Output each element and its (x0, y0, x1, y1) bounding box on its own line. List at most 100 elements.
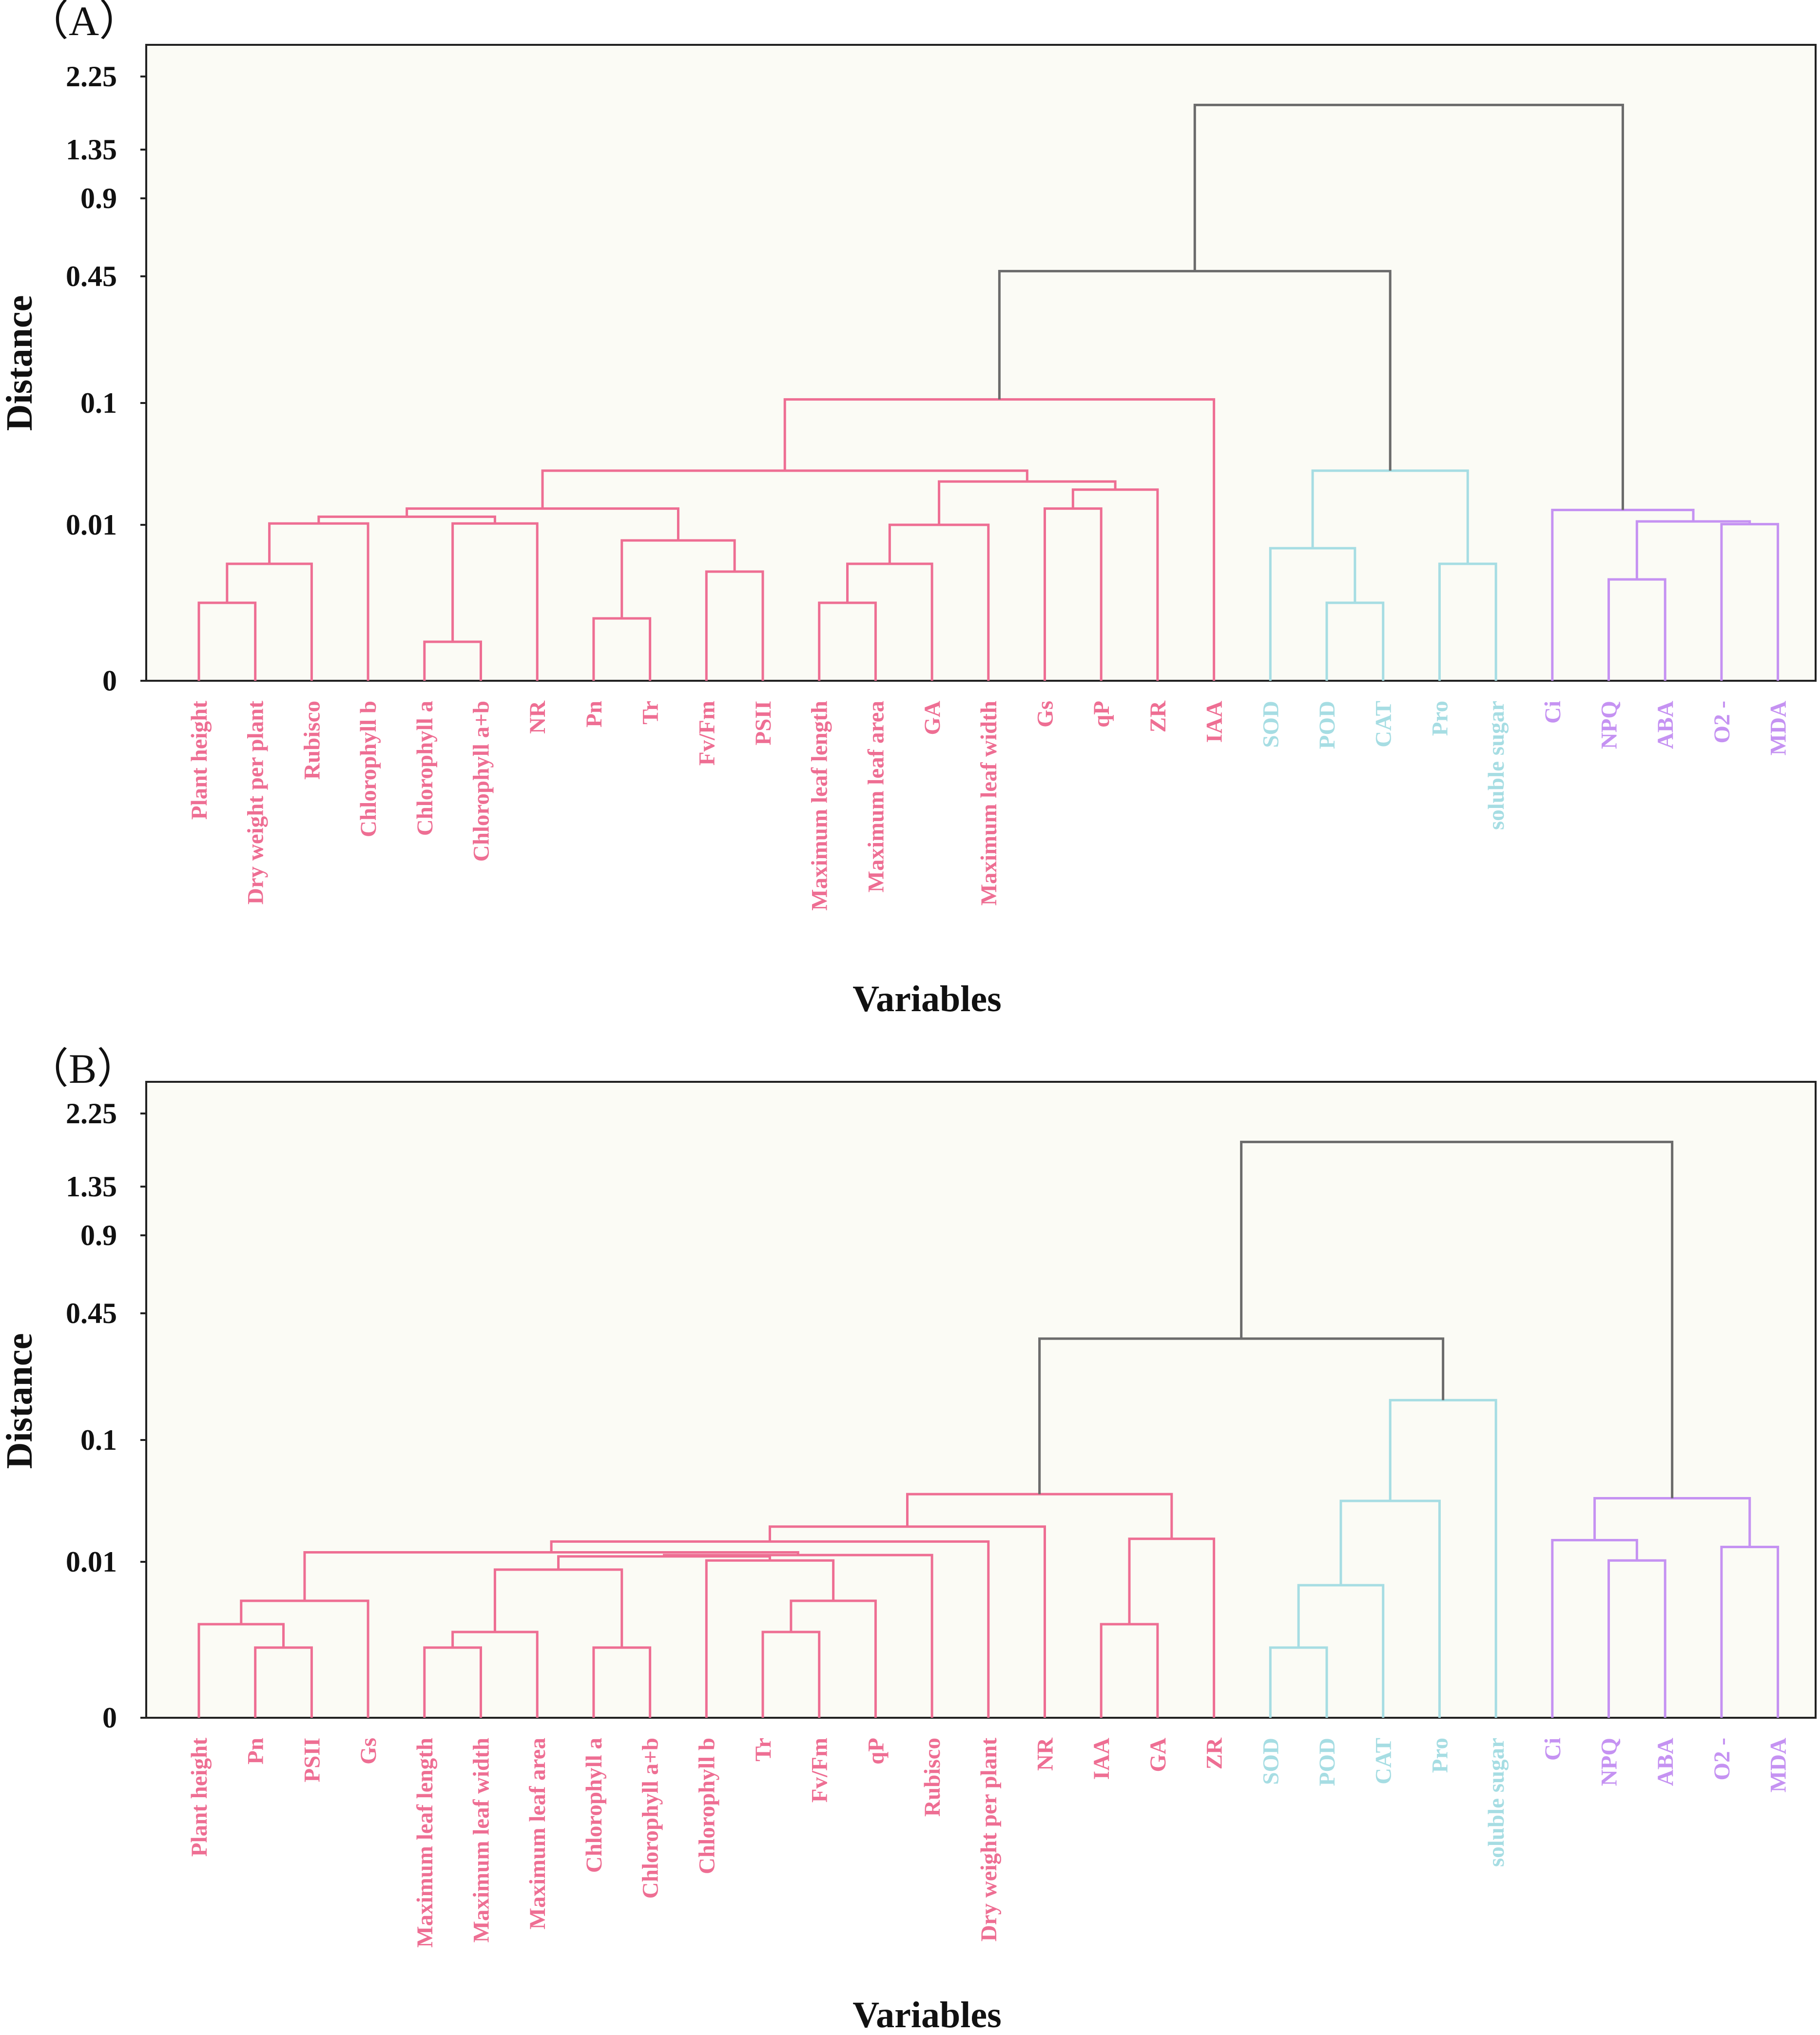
leaf-label: POD (1315, 1738, 1340, 1786)
leaf-label: Chlorophyll b (356, 701, 381, 837)
leaf-label: Rubisco (299, 701, 325, 780)
leaf-label: NPQ (1597, 701, 1622, 749)
leaf-label: Tr (638, 701, 663, 725)
leaf-label: Dry weight per plant (243, 701, 269, 905)
dendrogram-link (303, 1551, 799, 1601)
leaf-label: IAA (1089, 1738, 1114, 1780)
dendrogram-link (1044, 507, 1103, 681)
dendrogram-link (1128, 1537, 1216, 1718)
y-tick-label: 0.9 (80, 182, 117, 214)
leaf-label: Rubisco (920, 1738, 945, 1817)
leaf-label: Maximum leaf length (807, 701, 833, 911)
leaf-label: Ci (1540, 701, 1566, 724)
leaf-label: soluble sugar (1484, 701, 1509, 830)
panel-b-y-axis-title: Distance (0, 1333, 40, 1469)
panel-a-y-ticks: 0 0.01 0.1 0.45 0.9 1.35 2.25 (66, 60, 146, 697)
leaf-label: Maximum leaf width (469, 1738, 494, 1942)
leaf-label: Fv/Fm (694, 701, 719, 766)
leaf-label: Maximum leaf width (976, 701, 1002, 905)
leaf-label: MDA (1766, 701, 1791, 755)
leaf-label: ABA (1653, 1738, 1678, 1786)
leaf-label: IAA (1202, 701, 1227, 743)
leaf-label: Plant height (187, 1738, 212, 1857)
panel-a-dendrogram-links (197, 103, 1780, 681)
panel-a-y-axis-title: Distance (0, 295, 40, 431)
y-tick-label: 0.01 (66, 1546, 117, 1578)
panel-b-y-ticks: 0 0.01 0.1 0.45 0.9 1.35 2.25 (66, 1097, 146, 1734)
panel-b: （B） 0 0.01 0.1 0.45 0.9 1.35 2.25 Plant height… (0, 1045, 1817, 2035)
y-tick-label: 0 (102, 665, 117, 697)
leaf-label: ABA (1653, 701, 1678, 749)
dendrogram-link (541, 469, 1028, 509)
leaf-label: Dry weight per plant (976, 1738, 1002, 1942)
leaf-label: PSII (751, 701, 776, 745)
leaf-label: NR (525, 700, 550, 734)
dendrogram-link (1635, 520, 1751, 579)
panel-a-label: （A） (27, 0, 141, 44)
leaf-label: qP (863, 1738, 889, 1765)
leaf-label: O2 - (1709, 1738, 1735, 1780)
leaf-label: Pn (243, 1738, 269, 1765)
y-tick-label: 1.35 (66, 1171, 117, 1203)
y-tick-label: 0.1 (80, 387, 117, 419)
y-tick-label: 1.35 (66, 134, 117, 166)
leaf-label: CAT (1371, 1738, 1396, 1785)
leaf-label: qP (1089, 701, 1114, 728)
leaf-label: Chlorophyll a (412, 701, 438, 836)
leaf-label: soluble sugar (1484, 1738, 1509, 1867)
y-tick-label: 0.9 (80, 1219, 117, 1251)
leaf-label: NPQ (1597, 1738, 1622, 1786)
leaf-label: Chlorophyll a+b (638, 1738, 663, 1899)
leaf-label: Chlorophyll b (694, 1738, 719, 1874)
dendrogram-link (406, 507, 679, 540)
leaf-label: GA (920, 701, 945, 735)
dendrogram-link (1389, 1399, 1497, 1718)
panel-b-label: （B） (27, 1045, 138, 1092)
panel-a: （A） 0 0.01 0.1 0.45 0.9 1.35 2.25 Plant height… (0, 0, 1817, 1019)
leaf-label: Pro (1427, 1738, 1452, 1773)
leaf-label: POD (1315, 701, 1340, 749)
dendrogram-link (1311, 469, 1469, 564)
dendrogram-link (1551, 1539, 1638, 1718)
y-tick-label: 0.45 (66, 1297, 117, 1329)
y-tick-label: 2.25 (66, 60, 117, 93)
dendrogram-link (1193, 103, 1624, 510)
leaf-label: Chlorophyll a+b (469, 701, 494, 862)
panel-b-plot-area (145, 1081, 1817, 1719)
leaf-label: NR (1033, 1737, 1058, 1771)
y-tick-label: 2.25 (66, 1097, 117, 1130)
leaf-label: ZR (1202, 1737, 1227, 1769)
leaf-label: Maximum leaf area (525, 1738, 550, 1929)
leaf-label: Gs (356, 1738, 381, 1765)
leaf-label: PSII (299, 1738, 325, 1782)
dendrogram-link (768, 1525, 1046, 1718)
leaf-label: Gs (1033, 701, 1058, 728)
leaf-label: O2 - (1709, 701, 1735, 743)
dendrogram-link (1240, 1140, 1674, 1498)
dendrogram-link (1071, 488, 1159, 681)
panel-a-leaf-labels: Plant height Dry weight per plant Rubisco C… (187, 700, 1791, 911)
dendrogram-link (557, 1555, 771, 1570)
panel-b-leaf-labels: Plant height Pn PSII Gs Maximum leaf length M… (187, 1737, 1791, 1948)
leaf-label: CAT (1371, 701, 1396, 748)
leaf-label: Pn (581, 701, 607, 728)
leaf-label: SOD (1258, 1738, 1283, 1785)
y-tick-label: 0.01 (66, 509, 117, 541)
leaf-label: Maximum leaf length (412, 1738, 438, 1948)
leaf-label: Maximum leaf area (863, 701, 889, 892)
y-tick-label: 0 (102, 1702, 117, 1734)
leaf-label: ZR (1145, 700, 1171, 732)
leaf-label: SOD (1258, 701, 1283, 748)
leaf-label: Pro (1427, 701, 1452, 736)
leaf-label: MDA (1766, 1738, 1791, 1792)
panel-b-dendrogram-links (197, 1140, 1780, 1718)
panel-a-plot-area (145, 44, 1817, 682)
y-tick-label: 0.45 (66, 260, 117, 292)
leaf-label: Chlorophyll a (581, 1738, 607, 1873)
leaf-label: GA (1145, 1738, 1171, 1772)
leaf-label: Fv/Fm (807, 1738, 833, 1803)
leaf-label: Plant height (187, 701, 212, 820)
leaf-label: Ci (1540, 1738, 1566, 1761)
leaf-label: Tr (751, 1738, 776, 1762)
